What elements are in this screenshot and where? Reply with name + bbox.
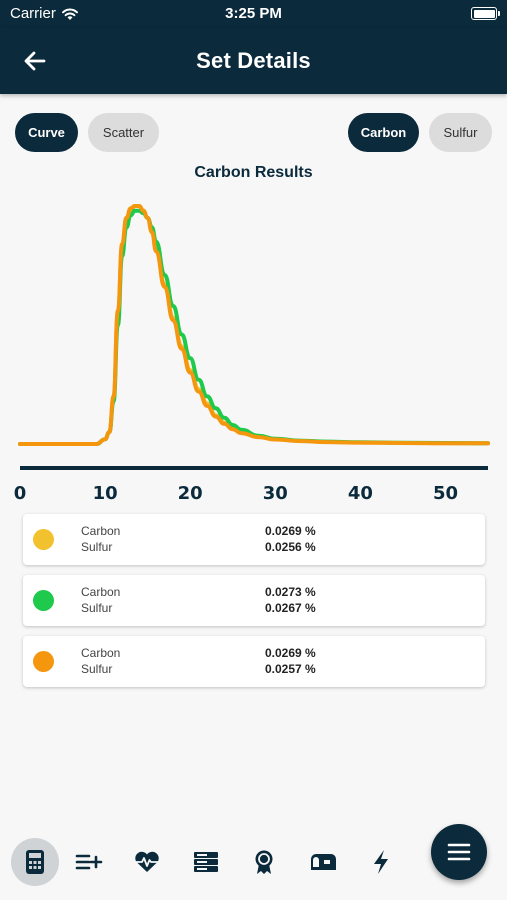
page-title: Set Details <box>196 48 311 73</box>
status-bar: Carrier 3:25 PM <box>0 0 507 28</box>
series-line-3 <box>18 204 490 446</box>
chip-scatter[interactable]: Scatter <box>88 113 159 152</box>
chip-carbon[interactable]: Carbon <box>348 113 419 152</box>
series-color-dot <box>33 651 54 672</box>
nav-server[interactable] <box>182 838 230 886</box>
x-tick-labels: 0 10 20 30 40 50 <box>14 483 458 504</box>
series-layer <box>18 204 490 446</box>
app-header: Set Details <box>0 28 507 94</box>
carrier-label: Carrier <box>10 5 56 22</box>
battery-icon <box>471 7 500 20</box>
result-card[interactable]: Carbon Sulfur 0.0269 % 0.0257 % <box>23 636 485 687</box>
result-card[interactable]: Carbon Sulfur 0.0273 % 0.0267 % <box>23 575 485 626</box>
sulfur-label: Sulfur <box>81 662 113 676</box>
result-card[interactable]: Carbon Sulfur 0.0269 % 0.0256 % <box>23 514 485 565</box>
nav-certificate[interactable] <box>240 838 288 886</box>
series-color-dot <box>33 529 54 550</box>
nav-mailbox[interactable] <box>299 838 347 886</box>
series-color-dot <box>33 590 54 611</box>
heart-pulse-icon <box>135 851 159 872</box>
mailbox-icon <box>311 854 336 870</box>
x-tick-label: 20 <box>178 483 203 504</box>
carbon-value: 0.0269 % <box>265 524 316 538</box>
menu-icon <box>447 843 471 861</box>
server-icon <box>194 852 218 872</box>
carbon-value: 0.0269 % <box>265 646 316 660</box>
x-tick-label: 30 <box>263 483 288 504</box>
bottom-nav <box>0 830 507 892</box>
sulfur-value: 0.0256 % <box>265 540 316 554</box>
sulfur-label: Sulfur <box>81 540 113 554</box>
lightning-icon <box>374 850 388 874</box>
carrier-info: Carrier <box>10 5 79 22</box>
award-ribbon-icon <box>255 850 273 874</box>
carbon-label: Carbon <box>81 585 121 599</box>
status-time: 3:25 PM <box>225 5 282 22</box>
sulfur-value: 0.0257 % <box>265 662 316 676</box>
sulfur-value: 0.0267 % <box>265 601 316 615</box>
x-tick-label: 50 <box>433 483 458 504</box>
nav-power[interactable] <box>357 838 405 886</box>
nav-calculator[interactable] <box>11 838 59 886</box>
results-chart: 0 10 20 30 40 50 <box>14 204 490 504</box>
carbon-value: 0.0273 % <box>265 585 316 599</box>
list-add-icon <box>75 854 103 870</box>
sulfur-label: Sulfur <box>81 601 113 615</box>
x-tick-label: 0 <box>14 483 27 504</box>
x-tick-label: 40 <box>348 483 373 504</box>
menu-fab[interactable] <box>431 824 487 880</box>
series-line-2 <box>18 208 490 446</box>
carbon-label: Carbon <box>81 524 121 538</box>
arrow-left-icon <box>24 51 46 71</box>
calculator-icon <box>26 850 44 874</box>
chip-sulfur[interactable]: Sulfur <box>429 113 492 152</box>
back-button[interactable] <box>20 46 50 76</box>
chart-title: Carbon Results <box>194 164 313 181</box>
chip-curve[interactable]: Curve <box>15 113 78 152</box>
series-line-1 <box>18 204 490 446</box>
x-tick-label: 10 <box>93 483 118 504</box>
nav-health[interactable] <box>123 838 171 886</box>
wifi-icon <box>61 7 78 20</box>
carbon-label: Carbon <box>81 646 121 660</box>
nav-add-list[interactable] <box>65 838 113 886</box>
